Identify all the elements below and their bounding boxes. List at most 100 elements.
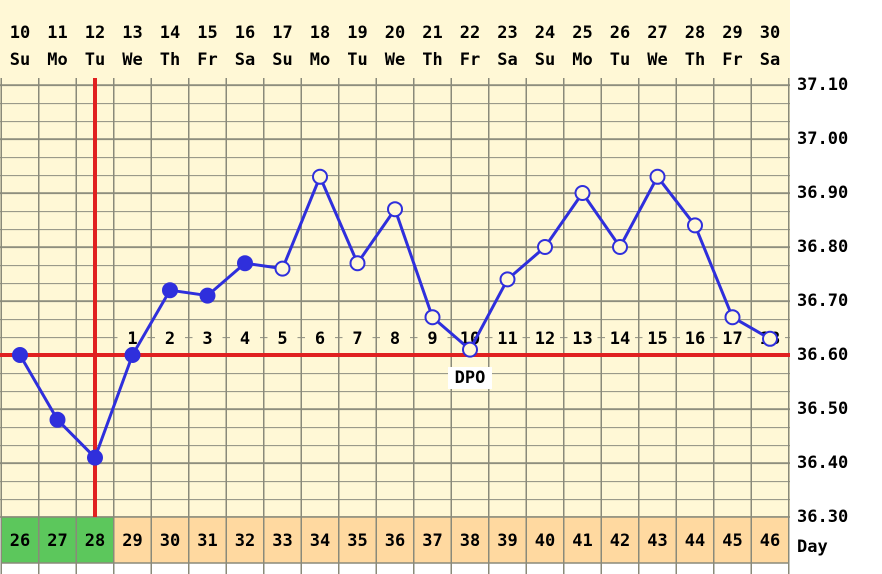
weekday-label: Sa	[497, 50, 517, 70]
temperature-point	[162, 282, 178, 299]
y-tick-label: 36.40	[797, 453, 848, 473]
y-tick-label: 36.50	[797, 399, 848, 419]
x-tick-label: 20	[385, 23, 405, 43]
dpo-box	[230, 328, 260, 350]
temperature-point	[424, 309, 441, 326]
dpo-box	[605, 328, 635, 350]
weekday-label: Su	[535, 50, 555, 70]
weekday-label: Fr	[722, 50, 742, 70]
temperature-point	[349, 255, 366, 272]
x-tick-label: 12	[85, 23, 105, 43]
dpo-number: 13	[572, 329, 592, 349]
cycle-day-label: Day	[797, 537, 828, 557]
cycle-day-cell	[263, 516, 302, 564]
cycle-day: 38	[460, 531, 480, 551]
cycle-day: 32	[235, 531, 255, 551]
cycle-day: 41	[572, 531, 592, 551]
cycle-day: 31	[197, 531, 217, 551]
dpo-box	[492, 328, 523, 350]
dpo-number: 8	[390, 329, 400, 349]
weekday-label: Th	[422, 50, 442, 70]
cycle-day: 34	[310, 531, 330, 551]
dpo-box	[530, 328, 560, 350]
y-tick-label: 37.00	[797, 129, 848, 149]
dpo-number: 15	[647, 329, 667, 349]
dpo-box	[680, 328, 710, 350]
y-tick-label: 36.80	[797, 237, 848, 257]
cycle-day-cell	[0, 516, 40, 564]
weekday-label: Sa	[235, 50, 255, 70]
x-tick-label: 18	[310, 23, 330, 43]
cycle-day-cell	[525, 516, 565, 564]
weekday-label: Tu	[610, 50, 630, 70]
y-tick-label: 37.10	[797, 75, 848, 95]
temperature-point	[724, 309, 741, 326]
cycle-day-cell	[488, 516, 527, 564]
temperature-point	[499, 271, 516, 288]
weekday-label: We	[385, 50, 405, 70]
dpo-box	[267, 328, 298, 350]
x-tick-label: 30	[760, 23, 780, 43]
dpo-box	[717, 328, 748, 350]
weekday-label: Tu	[347, 50, 367, 70]
dpo-number: 17	[722, 329, 742, 349]
temperature-point	[687, 217, 703, 234]
temperature-point	[274, 260, 291, 277]
x-tick-label: 16	[235, 23, 255, 43]
cycle-day: 44	[685, 531, 705, 551]
temperature-point	[574, 185, 591, 201]
cycle-day: 27	[47, 531, 67, 551]
cycle-day-cell	[750, 516, 790, 564]
cycle-day-cell	[713, 516, 752, 564]
dpo-number: 6	[315, 329, 325, 349]
dpo-box	[342, 328, 373, 350]
dpo-box	[567, 328, 598, 350]
x-tick-label: 15	[197, 23, 217, 43]
cycle-day: 45	[722, 531, 742, 551]
cycle-day: 39	[497, 531, 517, 551]
y-tick-label: 36.60	[797, 345, 848, 365]
weekday-label: We	[647, 50, 667, 70]
temperature-point	[237, 255, 253, 272]
cycle-day-cell	[338, 516, 377, 564]
cycle-day: 28	[85, 531, 105, 551]
temperature-point	[649, 168, 666, 185]
cycle-day: 26	[10, 531, 30, 551]
weekday-label: Mo	[47, 50, 67, 70]
x-tick-label: 13	[122, 23, 142, 43]
cycle-day-cell	[563, 516, 602, 564]
temperature-point	[49, 411, 66, 428]
temperature-point	[87, 449, 103, 466]
weekday-label: Su	[10, 50, 30, 70]
weekday-label: Sa	[760, 50, 780, 70]
dpo-number: 11	[497, 329, 517, 349]
temperature-point	[199, 287, 216, 304]
temperature-point	[537, 239, 553, 255]
x-tick-label: 14	[160, 23, 180, 43]
temperature-point	[312, 168, 328, 185]
y-tick-label: 36.70	[797, 291, 848, 311]
cycle-day: 29	[122, 531, 142, 551]
cycle-day-cell	[450, 516, 490, 564]
dpo-box	[155, 328, 185, 350]
x-tick-label: 29	[722, 23, 742, 43]
x-tick-label: 26	[610, 23, 630, 43]
weekday-label: Mo	[572, 50, 592, 70]
cycle-day: 37	[422, 531, 442, 551]
cycle-day-cell	[375, 516, 415, 564]
dpo-number: 3	[202, 329, 212, 349]
dpo-number: 9	[427, 329, 437, 349]
dpo-box	[380, 328, 410, 350]
temperature-point	[462, 341, 478, 358]
y-tick-label: 36.90	[797, 183, 848, 203]
x-tick-label: 10	[10, 23, 30, 43]
dpo-number: 14	[610, 329, 630, 349]
header-bg	[0, 0, 790, 78]
x-tick-label: 28	[685, 23, 705, 43]
weekday-label: Th	[685, 50, 705, 70]
cycle-day: 43	[647, 531, 667, 551]
weekday-label: Th	[160, 50, 180, 70]
dpo-number: 16	[685, 329, 705, 349]
x-tick-label: 25	[572, 23, 592, 43]
